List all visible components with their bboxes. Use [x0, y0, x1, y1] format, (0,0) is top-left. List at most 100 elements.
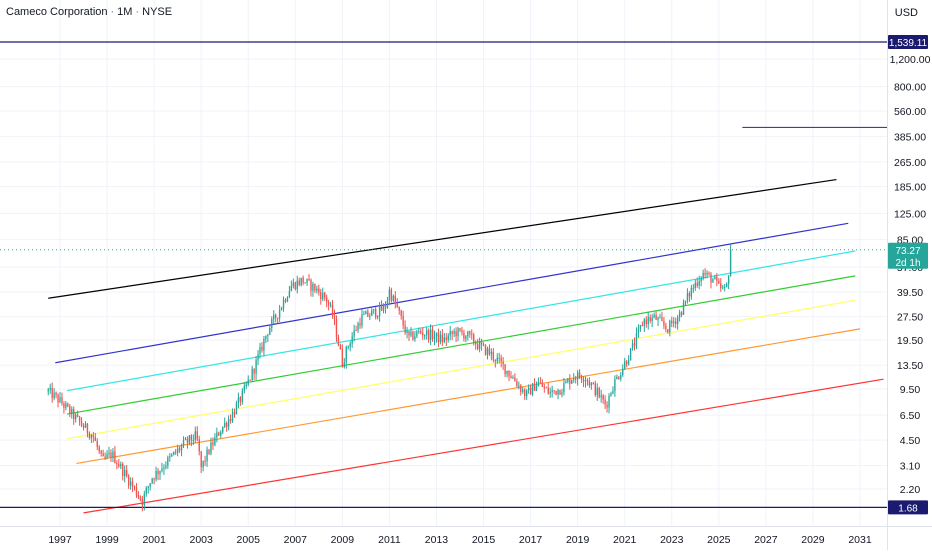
candle-body [378, 305, 381, 317]
candle-body [206, 449, 208, 462]
candle-body [657, 317, 659, 320]
candle-body [551, 390, 553, 392]
price-tick-label: 185.00 [894, 182, 926, 194]
time-axis-divider [0, 526, 932, 527]
candle-body [569, 378, 571, 384]
time-tick-label: 2013 [425, 534, 449, 546]
candle-body [576, 372, 579, 380]
candle-body [724, 286, 726, 288]
candle-body [192, 440, 195, 442]
candle-body [622, 368, 624, 376]
candle-body [404, 325, 406, 333]
candle-body [218, 432, 220, 436]
candle-body [533, 383, 536, 391]
candle-body [688, 293, 691, 297]
price-tick-label: 13.50 [897, 360, 923, 372]
candle-body [702, 273, 704, 279]
candle-body [227, 419, 230, 427]
price-tick-label: 39.50 [897, 287, 923, 299]
candle-body [484, 344, 487, 355]
candle-body [727, 276, 730, 284]
candle-body [333, 315, 336, 319]
candle-body [125, 470, 128, 476]
candle-body [237, 397, 240, 404]
candle-body [510, 376, 512, 378]
chart-title[interactable]: Cameco Corporation · 1M · NYSE [6, 6, 173, 18]
candle-body [186, 438, 189, 443]
candle-body [537, 382, 540, 386]
candle-body [190, 435, 193, 441]
candle-body [67, 403, 69, 407]
currency-label[interactable]: USD [894, 7, 918, 19]
candle-body [678, 312, 681, 318]
candle-body [357, 323, 359, 331]
candle-body [584, 379, 587, 382]
candle-body [339, 345, 342, 350]
candle-body [606, 404, 608, 408]
candle-body [659, 317, 661, 319]
candle-body [508, 370, 510, 377]
candle-body [157, 470, 159, 475]
candle-body [343, 362, 345, 367]
candle-body [131, 481, 134, 487]
price-tick-label: 1,200.00 [890, 54, 931, 66]
candle-body [137, 495, 140, 497]
candle-body [516, 381, 518, 386]
candle-body [375, 309, 377, 318]
candle-body [386, 300, 389, 308]
candle-body [180, 445, 183, 451]
candle-body [665, 325, 667, 330]
candle-body [73, 409, 75, 420]
candle-body [482, 344, 485, 346]
candle-body [498, 357, 500, 359]
candle-body [598, 387, 600, 398]
level-price-tag [888, 500, 928, 515]
candle-body [700, 278, 702, 282]
candle-body [243, 386, 245, 391]
candle-body [649, 317, 651, 321]
candle-body [624, 361, 626, 369]
candle-body [229, 419, 232, 421]
candle-body [575, 378, 577, 380]
candle-body [302, 277, 304, 283]
candle-body [718, 280, 720, 284]
candle-body [475, 342, 477, 345]
candle-body [365, 311, 367, 315]
candle-body [222, 426, 224, 433]
candle-body [86, 423, 89, 434]
candle-body [284, 299, 287, 302]
candle-body [265, 335, 267, 339]
candle-body [531, 383, 534, 395]
candle-body [55, 392, 57, 395]
candle-body [524, 389, 526, 397]
candle-body [204, 460, 206, 462]
level-price-label: 1,539.11 [889, 38, 928, 49]
candle-body [655, 314, 657, 320]
candle-body [47, 389, 49, 392]
candle-body [90, 435, 93, 438]
candle-body [439, 334, 442, 343]
level-price-label: 1.68 [898, 503, 918, 514]
time-tick-label: 2005 [237, 534, 261, 546]
time-tick-label: 2021 [613, 534, 637, 546]
candle-body [275, 314, 277, 318]
trend-channel-line [66, 250, 856, 392]
candle-body [347, 346, 349, 348]
candle-body [273, 314, 275, 319]
candle-body [686, 293, 689, 301]
candle-body [682, 302, 685, 315]
candle-body [384, 305, 387, 308]
candle-body [367, 311, 369, 317]
candle-body [306, 278, 308, 283]
trend-channel-line [66, 299, 856, 440]
candle-body [63, 403, 65, 408]
candle-body [80, 421, 83, 426]
candle-body [578, 372, 581, 378]
candle-body [692, 287, 695, 289]
candle-body [175, 451, 177, 453]
candle-body [716, 276, 718, 281]
candle-body [416, 331, 418, 337]
candle-body [255, 359, 257, 374]
candle-body [161, 468, 163, 472]
